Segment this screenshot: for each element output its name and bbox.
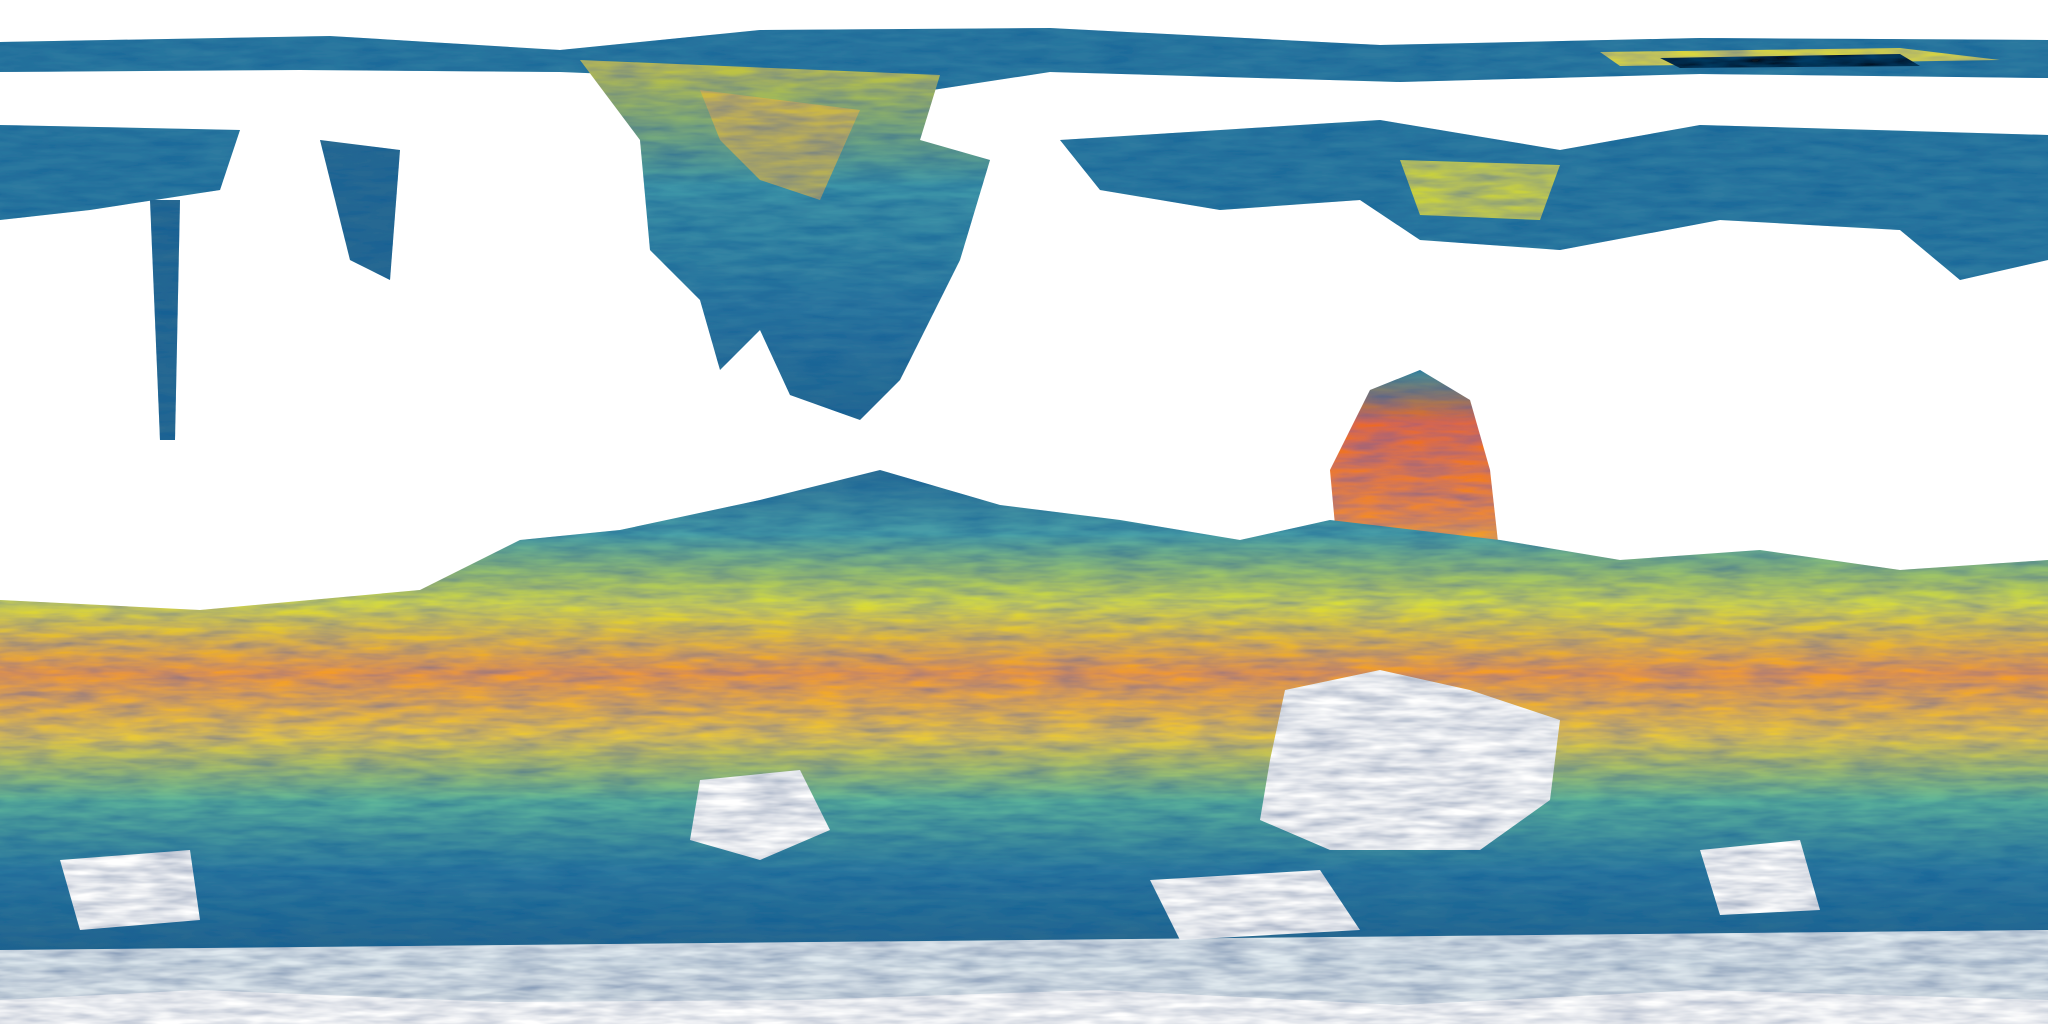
coverage [0,28,2048,1024]
north-streak [320,140,400,280]
northern-patch-highlight [1400,160,1560,220]
northwest-patch [0,125,240,220]
equatorial-band [0,470,2048,1005]
northern-tongue [580,60,990,420]
northern-patches [1060,120,2048,280]
tongue-highlight [700,90,860,200]
south-gap [60,850,200,930]
south-polar-gap [0,930,2048,1024]
basin-gap [1260,670,1560,850]
north-strip [0,28,2048,95]
south-gap [1150,870,1360,940]
north-strip-dark [1660,54,1920,68]
south-gap [690,770,830,860]
south-gap [1700,840,1820,915]
north-streak [150,200,180,440]
